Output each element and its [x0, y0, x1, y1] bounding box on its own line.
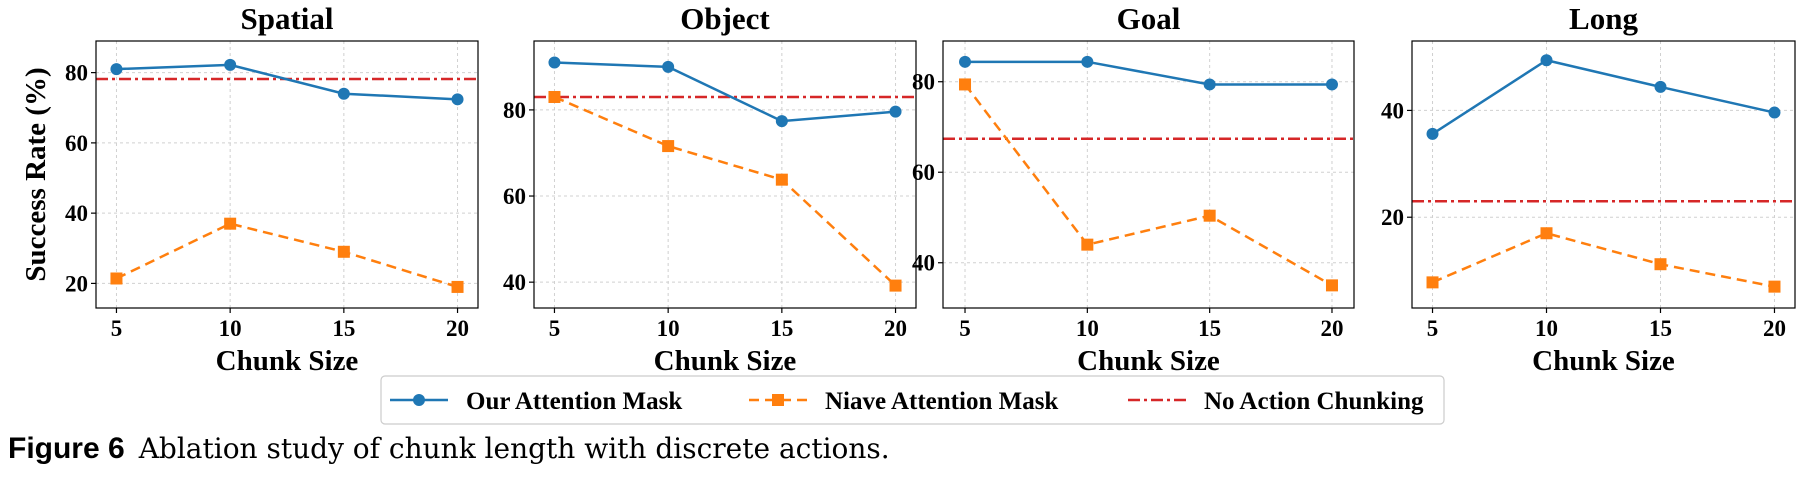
x-tick-label: 20: [1320, 316, 1343, 341]
chart-goal: 5 10 15 20 40 60 80 Goal Chunk Size: [912, 1, 1355, 377]
series-line-niave-attention-mask: [115, 222, 458, 289]
point-our-attention-mask: [662, 60, 675, 73]
x-tick-label: 10: [219, 316, 242, 341]
x-tick-label: 20: [884, 316, 907, 341]
series-line-our-attention-mask: [554, 61, 896, 123]
point-niave-attention-mask: [662, 140, 675, 153]
chart-long: 5 10 15 20 20 40 Long Chunk Size: [1381, 1, 1796, 377]
series-line-our-attention-mask: [965, 60, 1332, 86]
point-niave-attention-mask: [889, 279, 902, 292]
legend-marker-our-attention-mask: [413, 394, 425, 406]
legend-label-niave-attention-mask: Niave Attention Mask: [825, 388, 1058, 415]
x-tick-label: 15: [1198, 316, 1221, 341]
x-tick-label: 20: [1763, 316, 1786, 341]
legend-label-our-attention-mask: Our Attention Mask: [466, 388, 682, 415]
y-tick-label: 40: [1381, 98, 1404, 123]
y-tick-label: 40: [912, 251, 935, 276]
point-our-attention-mask: [959, 55, 972, 68]
series-line-our-attention-mask: [116, 63, 458, 101]
x-tick-label: 10: [1535, 316, 1558, 341]
x-tick-label: 10: [1076, 316, 1099, 341]
series-line-our-attention-mask: [1431, 58, 1775, 135]
point-niave-attention-mask: [224, 217, 237, 230]
figure-caption: Figure 6 Ablation study of chunk length …: [8, 432, 890, 466]
plot-frame: [95, 40, 479, 309]
point-our-attention-mask: [1654, 80, 1667, 93]
x-tick-label: 5: [549, 316, 561, 341]
x-tick-label: 5: [959, 316, 971, 341]
x-tick-label: 15: [1649, 316, 1672, 341]
point-niave-attention-mask: [1426, 276, 1439, 289]
point-niave-attention-mask: [548, 90, 561, 103]
point-our-attention-mask: [548, 56, 561, 69]
legend-box: [380, 375, 1445, 425]
series-line-niave-attention-mask: [964, 83, 1333, 287]
point-niave-attention-mask: [959, 78, 972, 91]
y-tick-label: 60: [912, 160, 935, 185]
chart-title: Spatial: [240, 1, 333, 36]
point-niave-attention-mask: [110, 272, 123, 285]
x-axis-label: Chunk Size: [1077, 345, 1220, 377]
point-niave-attention-mask: [1325, 279, 1338, 292]
y-tick-label: 60: [503, 184, 526, 209]
point-our-attention-mask: [337, 87, 350, 100]
y-tick-label: 60: [65, 131, 88, 156]
chart-title: Goal: [1117, 1, 1181, 36]
point-niave-attention-mask: [337, 245, 350, 258]
point-niave-attention-mask: [1081, 238, 1094, 251]
x-tick-label: 15: [770, 316, 793, 341]
x-tick-label: 15: [332, 316, 355, 341]
y-tick-label: 80: [912, 70, 935, 95]
point-niave-attention-mask: [1654, 258, 1667, 271]
plot-frame: [942, 40, 1355, 309]
chart-title: Long: [1569, 1, 1638, 36]
legend: Our Attention Mask Niave Attention Mask No…: [380, 375, 1445, 425]
point-our-attention-mask: [110, 63, 123, 76]
caption-label: Figure 6: [8, 432, 125, 465]
y-tick-label: 40: [503, 270, 526, 295]
legend-label-no-action-chunking: No Action Chunking: [1204, 388, 1424, 415]
y-tick-label: 40: [65, 201, 88, 226]
point-niave-attention-mask: [775, 173, 788, 186]
point-our-attention-mask: [1203, 78, 1216, 91]
point-our-attention-mask: [889, 105, 902, 118]
legend-marker-niave-attention-mask: [772, 394, 784, 406]
y-tick-label: 80: [65, 61, 88, 86]
x-tick-label: 20: [446, 316, 469, 341]
figure-6: 5 10 15 20 20 40 60 80 Spatial Chunk Size Success …: [20, 1, 1796, 425]
x-axis-label: Chunk Size: [1532, 345, 1675, 377]
plot-frame: [1411, 40, 1796, 309]
point-our-attention-mask: [1426, 127, 1439, 140]
point-our-attention-mask: [775, 115, 788, 128]
chart-spatial: 5 10 15 20 20 40 60 80 Spatial Chunk Size Success …: [20, 1, 479, 377]
point-our-attention-mask: [1768, 106, 1781, 119]
x-tick-label: 10: [657, 316, 680, 341]
caption-text: Ablation study of chunk length with disc…: [138, 432, 890, 465]
point-niave-attention-mask: [1768, 280, 1781, 293]
point-our-attention-mask: [1325, 78, 1338, 91]
y-tick-label: 80: [503, 98, 526, 123]
chart-object: 5 10 15 20 40 60 80 Object Chunk Size: [503, 1, 917, 377]
y-tick-label: 20: [65, 271, 88, 296]
y-tick-label: 20: [1381, 205, 1404, 230]
x-axis-label: Chunk Size: [216, 345, 359, 377]
point-niave-attention-mask: [1540, 227, 1553, 240]
point-our-attention-mask: [1540, 54, 1553, 67]
point-our-attention-mask: [224, 58, 237, 71]
x-axis-label: Chunk Size: [654, 345, 797, 377]
x-tick-label: 5: [1427, 316, 1439, 341]
x-tick-label: 5: [111, 316, 123, 341]
point-niave-attention-mask: [451, 280, 464, 293]
point-our-attention-mask: [451, 93, 464, 106]
y-axis-label: Success Rate (%): [20, 67, 52, 281]
point-niave-attention-mask: [1203, 209, 1216, 222]
series-line-niave-attention-mask: [1432, 231, 1775, 288]
chart-title: Object: [680, 1, 770, 36]
series-line-niave-attention-mask: [553, 95, 897, 287]
point-our-attention-mask: [1081, 55, 1094, 68]
plot-frame: [533, 40, 917, 309]
